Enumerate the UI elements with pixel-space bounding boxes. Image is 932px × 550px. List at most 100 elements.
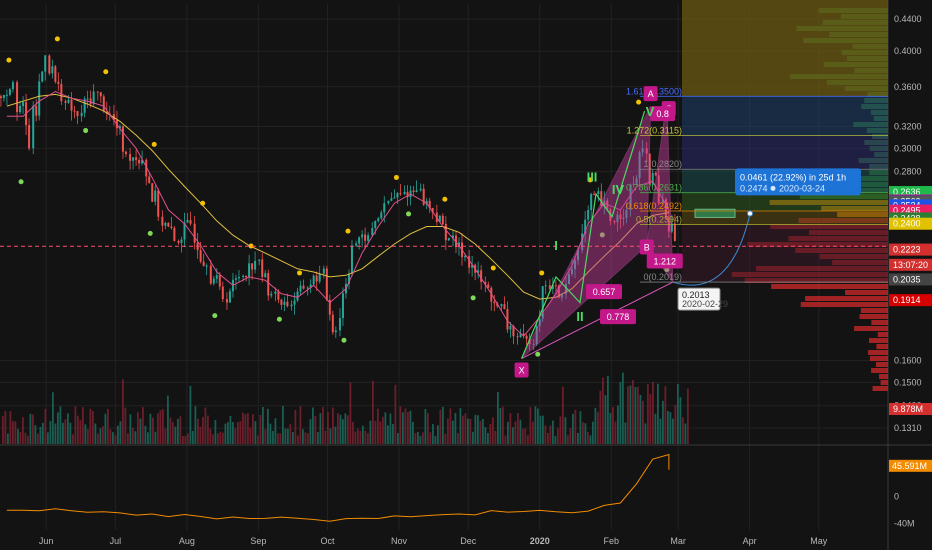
signal-dot: [442, 196, 448, 202]
signal-dot: [539, 270, 545, 276]
candle-body: [215, 275, 218, 279]
volume-bar: [52, 392, 54, 444]
candle-body: [399, 193, 402, 195]
elliott-wave-label: III: [587, 169, 598, 184]
volume-bar: [519, 419, 522, 444]
candle-body: [477, 270, 480, 273]
volume-bar: [409, 410, 412, 444]
volume-bar: [269, 423, 272, 444]
volume-profile-bar: [872, 386, 888, 391]
volume-bar: [157, 413, 159, 444]
candle-body: [406, 191, 409, 198]
x-tick-label: Dec: [460, 536, 477, 546]
volume-bar: [149, 413, 152, 444]
candle-body: [544, 285, 547, 287]
volume-bar: [252, 414, 254, 444]
candle-body: [83, 98, 86, 113]
volume-bar: [559, 416, 562, 444]
volume-bar: [164, 428, 167, 444]
volume-bar: [429, 432, 432, 444]
volume-bar: [212, 434, 214, 444]
candle-body: [484, 281, 487, 285]
candle-body: [280, 299, 283, 305]
volume-bar: [617, 405, 619, 444]
volume-bar: [439, 409, 442, 444]
volume-bar: [279, 433, 282, 444]
candle-body: [331, 314, 334, 333]
volume-profile-bar: [877, 332, 888, 337]
volume-bar: [322, 406, 324, 444]
candle-body: [154, 190, 157, 202]
volume-bar: [444, 433, 447, 444]
volume-badge-bg: [889, 403, 932, 415]
candle-body: [228, 291, 231, 303]
pattern-ratio-xab-bg: [586, 284, 622, 300]
candle-body: [393, 197, 396, 199]
elliott-wave-label: IV: [612, 182, 625, 197]
volume-bar: [442, 406, 444, 444]
candle-body: [560, 293, 563, 298]
candle-body: [180, 239, 183, 243]
volume-bar: [289, 424, 292, 444]
candle-body: [654, 172, 657, 176]
candle-body: [261, 259, 264, 278]
volume-bar: [82, 407, 84, 444]
volume-bar: [207, 415, 209, 444]
price-level-badge-bg: [889, 258, 932, 271]
volume-bar: [494, 430, 497, 444]
volume-bar: [154, 431, 157, 444]
candle-body: [221, 286, 224, 300]
x-tick-label: May: [810, 536, 828, 546]
volume-bar: [254, 421, 257, 444]
fib-level-label: 0.5(0.2394): [636, 215, 682, 225]
volume-bar: [229, 415, 232, 444]
candle-body: [35, 105, 38, 116]
candle-body: [151, 183, 154, 202]
volume-bar: [309, 419, 312, 444]
volume-bar: [102, 426, 104, 444]
volume-bar: [59, 406, 62, 444]
volume-bar: [502, 406, 504, 444]
candle-body: [22, 102, 25, 106]
candle-body: [135, 157, 138, 160]
volume-bar: [312, 407, 314, 444]
indicator-line: [6, 453, 670, 522]
candle-body: [286, 301, 289, 307]
volume-bar: [359, 430, 362, 444]
volume-bar: [84, 424, 87, 444]
x-tick-label: Oct: [321, 536, 336, 546]
candle-body: [164, 222, 167, 226]
candle-body: [270, 293, 273, 296]
elliott-wave-label: II: [576, 309, 583, 324]
volume-bar: [647, 383, 649, 444]
candle-body: [657, 175, 660, 204]
volume-bar: [327, 412, 329, 444]
volume-bar: [129, 414, 132, 444]
volume-bar: [669, 412, 672, 444]
candle-body: [600, 191, 603, 207]
volume-bar: [569, 428, 572, 444]
volume-bar: [292, 431, 294, 444]
candle-body: [387, 200, 390, 204]
volume-bar: [262, 407, 264, 444]
target-box: [694, 208, 736, 218]
candle-body: [597, 191, 600, 195]
candle-body: [19, 105, 22, 113]
volume-profile-bar: [860, 308, 888, 313]
candle-body: [361, 234, 364, 238]
volume-bar: [464, 413, 467, 444]
volume-bar: [574, 409, 577, 444]
volume-bar: [202, 417, 204, 444]
volume-bar: [469, 418, 472, 444]
candle-body: [51, 66, 54, 74]
volume-bar: [634, 387, 637, 444]
volume-bar: [362, 425, 364, 444]
candle-body: [629, 184, 632, 210]
candle-body: [193, 223, 196, 243]
volume-bar: [94, 423, 97, 444]
candle-body: [661, 199, 664, 204]
volume-bar: [674, 404, 677, 444]
pattern-point-a-bg: [643, 86, 658, 102]
candle-body: [383, 203, 386, 213]
